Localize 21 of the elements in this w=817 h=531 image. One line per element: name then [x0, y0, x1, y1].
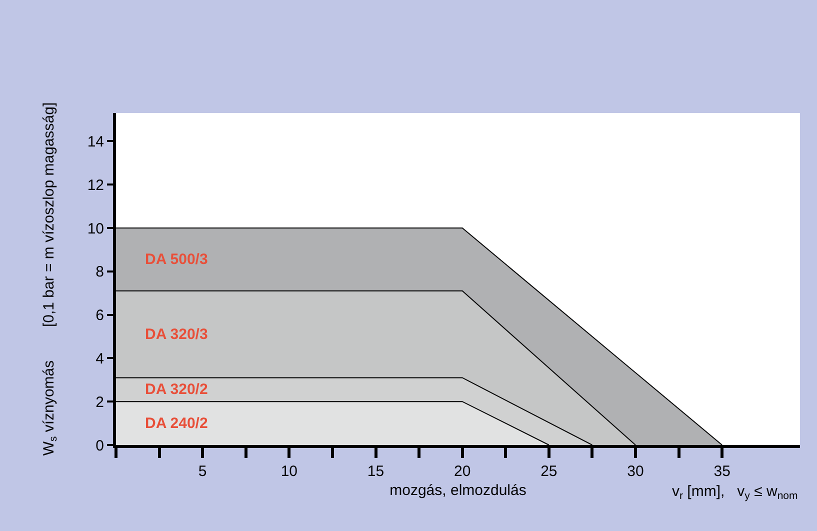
series-label: DA 320/3 — [145, 326, 208, 343]
x-tick-label: 20 — [454, 463, 471, 480]
x-axis-title: mozgás, elmozdulás — [390, 482, 526, 499]
y-tick-label: 6 — [96, 307, 104, 324]
series-label: DA 240/2 — [145, 415, 208, 432]
y-tick-label: 0 — [96, 437, 104, 454]
x-tick-label: 25 — [540, 463, 558, 480]
y-tick-label: 8 — [96, 264, 104, 281]
x-tick-label: 35 — [714, 463, 730, 480]
series-label: DA 320/2 — [145, 381, 208, 398]
series-label: DA 500/3 — [145, 251, 208, 268]
y-tick-label: 12 — [87, 176, 104, 194]
text: v$_{r}$ [mm], v$_{y}$ ≤ w$_{nom}$ — [672, 483, 798, 502]
x-tick-label: 30 — [627, 463, 644, 480]
y-tick-label: 10 — [87, 220, 104, 238]
y-tick-label: 14 — [87, 133, 104, 150]
x-tick-label: 15 — [367, 463, 384, 480]
y-tick-label: 4 — [96, 350, 104, 368]
x-tick-label: 10 — [280, 463, 298, 480]
x-tick-label: 5 — [198, 463, 207, 480]
y-tick-label: 2 — [96, 394, 104, 411]
